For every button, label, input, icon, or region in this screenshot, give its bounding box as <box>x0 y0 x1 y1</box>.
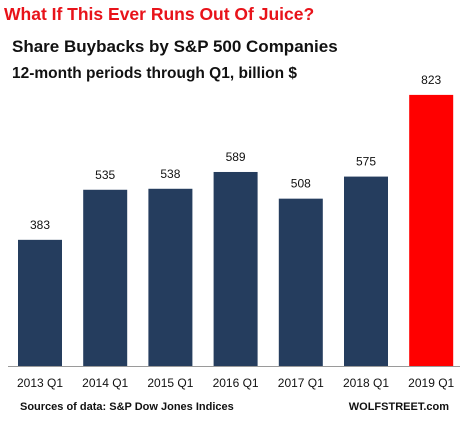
data-label: 538 <box>160 167 180 181</box>
source-note: Sources of data: S&P Dow Jones Indices <box>20 401 234 413</box>
data-label: 383 <box>30 218 50 232</box>
chart-title: Share Buybacks by S&P 500 Companies <box>12 37 338 56</box>
data-label: 508 <box>291 177 311 191</box>
bar-2019-q1 <box>409 94 454 367</box>
chart-subtitle: 12-month periods through Q1, billion $ <box>12 65 298 82</box>
bar-2014-q1 <box>83 189 128 366</box>
x-tick-label: 2016 Q1 <box>213 376 259 390</box>
bar-2017-q1 <box>278 198 323 366</box>
data-label: 823 <box>421 73 441 87</box>
x-tick-label: 2013 Q1 <box>17 376 63 390</box>
bar-2013-q1 <box>18 239 62 366</box>
x-tick-label: 2018 Q1 <box>343 376 389 390</box>
x-tick-label: 2017 Q1 <box>278 376 324 390</box>
brand-label: WOLFSTREET.com <box>348 401 449 413</box>
data-label: 535 <box>95 168 115 182</box>
data-label: 575 <box>356 155 376 169</box>
x-tick-label: 2015 Q1 <box>147 376 193 390</box>
data-label: 589 <box>226 150 246 164</box>
bar-2016-q1 <box>213 171 258 366</box>
headline: What If This Ever Runs Out Of Juice? <box>4 4 315 24</box>
bar-2015-q1 <box>148 188 193 366</box>
x-tick-label: 2014 Q1 <box>82 376 128 390</box>
x-tick-label: 2019 Q1 <box>408 376 454 390</box>
bar-2018-q1 <box>344 176 388 366</box>
